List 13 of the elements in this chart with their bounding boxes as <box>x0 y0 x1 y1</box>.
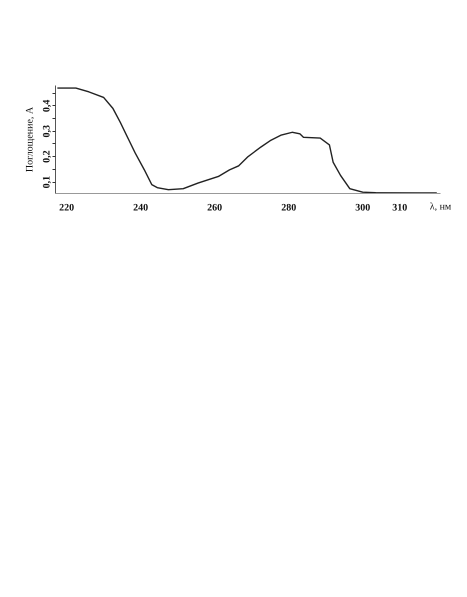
x-tick-label: 310 <box>392 202 408 214</box>
y-tick-label: 0,4 <box>42 100 52 112</box>
x-axis-title: λ, нм <box>430 202 452 212</box>
x-tick-label: 240 <box>133 202 148 214</box>
x-tick-label: 280 <box>281 202 296 214</box>
y-tick-label: 0,1 <box>42 176 52 188</box>
y-axis-title: Поглощение, A <box>24 106 36 172</box>
x-tick-label: 300 <box>355 202 370 214</box>
x-tick-label: 260 <box>207 202 222 214</box>
y-tick-label: 0,3 <box>42 124 52 138</box>
x-tick-label: 220 <box>59 202 74 214</box>
line-series <box>56 87 438 194</box>
y-tick-label: 0,2 <box>42 150 52 163</box>
